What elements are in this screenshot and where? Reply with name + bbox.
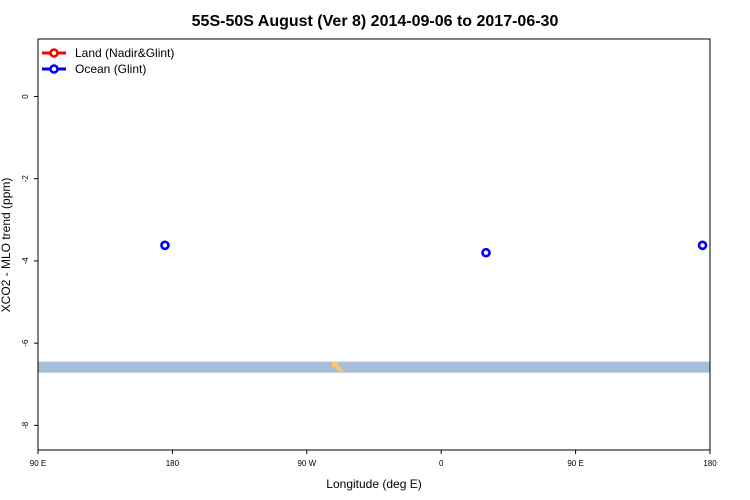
chart-title: 55S-50S August (Ver 8) 2014-09-06 to 201… bbox=[192, 13, 559, 30]
x-tick-label: 90 E bbox=[30, 459, 46, 468]
legend-label: Land (Nadir&Glint) bbox=[75, 46, 174, 60]
y-axis: 0 -2 -4 -6 -8 bbox=[21, 94, 38, 429]
x-tick-label: 90 W bbox=[297, 459, 316, 468]
legend-label: Ocean (Glint) bbox=[75, 62, 146, 76]
data-point bbox=[160, 240, 170, 251]
x-tick-label: 0 bbox=[439, 459, 444, 468]
y-tick-label: 0 bbox=[21, 94, 30, 99]
plot-frame bbox=[37, 38, 711, 451]
x-tick-label: 180 bbox=[703, 459, 717, 468]
data-point bbox=[697, 240, 708, 251]
y-tick-label: -8 bbox=[21, 421, 30, 429]
x-tick-label: 180 bbox=[166, 459, 180, 468]
land-mark bbox=[339, 369, 343, 372]
y-axis-label: XCO2 - MLO trend (ppm) bbox=[0, 178, 13, 313]
map-strip bbox=[38, 361, 710, 373]
data-point bbox=[481, 247, 491, 258]
x-axis-label: Longitude (deg E) bbox=[326, 477, 421, 491]
x-tick-label: 90 E bbox=[567, 459, 583, 468]
legend: Land (Nadir&Glint) Ocean (Glint) bbox=[42, 46, 174, 76]
x-axis: 90 E 180 90 W 0 90 E 180 bbox=[30, 450, 717, 468]
legend-marker bbox=[49, 48, 59, 58]
y-tick-label: -6 bbox=[21, 339, 30, 347]
land-mark bbox=[336, 366, 341, 370]
land-marks bbox=[332, 362, 353, 372]
legend-marker bbox=[49, 64, 59, 74]
land-mark bbox=[332, 362, 338, 367]
y-tick-label: -2 bbox=[21, 175, 30, 183]
land-mark bbox=[350, 363, 353, 364]
y-tick-label: -4 bbox=[21, 257, 30, 265]
data-points bbox=[160, 240, 708, 258]
